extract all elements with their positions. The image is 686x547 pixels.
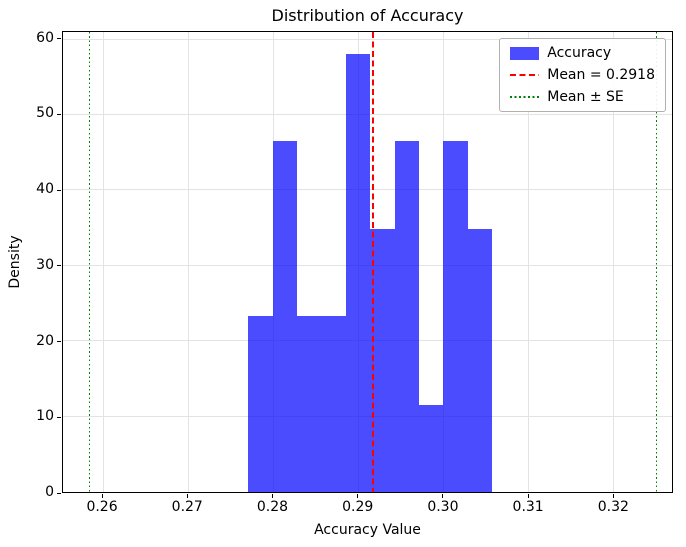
legend: Accuracy Mean = 0.2918 Mean ± SE xyxy=(499,38,666,112)
y-tick-mark xyxy=(57,492,61,494)
histogram-bar xyxy=(419,404,444,492)
y-tick-label: 40 xyxy=(36,181,54,198)
legend-item-label: Mean = 0.2918 xyxy=(547,67,655,83)
legend-item: Mean = 0.2918 xyxy=(510,67,655,83)
histogram-bar xyxy=(467,228,493,492)
x-axis-label: Accuracy Value xyxy=(314,522,421,538)
chart-title: Distribution of Accuracy xyxy=(271,6,464,25)
y-tick-label: 30 xyxy=(36,256,54,273)
histogram-bar xyxy=(321,316,346,492)
grid-line-horizontal xyxy=(63,38,672,40)
x-tick-mark xyxy=(442,494,444,498)
histogram-bar xyxy=(394,141,420,492)
histogram-bar xyxy=(443,141,468,492)
x-tick-mark xyxy=(271,494,273,498)
x-tick-label: 0.26 xyxy=(86,499,118,515)
histogram-bar xyxy=(272,141,298,492)
x-tick-mark xyxy=(612,494,614,498)
grid-line-vertical xyxy=(102,32,104,492)
y-tick-mark xyxy=(57,416,61,418)
y-tick-mark xyxy=(57,113,61,115)
dashed-line-swatch xyxy=(510,74,540,76)
x-tick-label: 0.32 xyxy=(597,499,629,515)
legend-item-label: Mean ± SE xyxy=(547,89,624,105)
legend-item: Accuracy xyxy=(510,45,655,61)
x-tick-label: 0.31 xyxy=(512,499,544,515)
x-tick-mark xyxy=(357,494,359,498)
x-tick-mark xyxy=(527,494,529,498)
y-tick-mark xyxy=(57,38,61,40)
x-tick-mark xyxy=(186,494,188,498)
y-tick-label: 0 xyxy=(45,484,54,500)
grid-line-vertical xyxy=(187,32,189,492)
y-tick-label: 60 xyxy=(36,29,54,46)
se-line xyxy=(88,32,91,492)
histogram-bar xyxy=(297,316,322,492)
mean-line xyxy=(372,32,374,492)
histogram-bar xyxy=(248,316,273,492)
legend-item: Mean ± SE xyxy=(510,89,655,105)
x-tick-mark xyxy=(101,494,103,498)
x-tick-label: 0.27 xyxy=(171,499,203,515)
x-tick-label: 0.29 xyxy=(342,499,374,515)
patch-swatch xyxy=(510,46,540,60)
y-tick-mark xyxy=(57,341,61,343)
x-tick-label: 0.30 xyxy=(427,499,459,515)
y-tick-label: 50 xyxy=(36,105,54,122)
y-tick-label: 20 xyxy=(36,332,54,349)
y-tick-mark xyxy=(57,265,61,267)
y-tick-mark xyxy=(57,189,61,191)
y-tick-label: 10 xyxy=(36,408,54,425)
se-line xyxy=(656,32,658,492)
legend-item-label: Accuracy xyxy=(547,45,612,61)
grid-line-vertical xyxy=(612,32,614,492)
histogram-bar xyxy=(345,53,371,492)
dotted-line-swatch xyxy=(510,96,540,98)
grid-line-vertical xyxy=(527,32,529,492)
grid-line-vertical xyxy=(442,32,444,492)
x-tick-label: 0.28 xyxy=(256,499,289,515)
histogram-bar xyxy=(370,228,395,492)
